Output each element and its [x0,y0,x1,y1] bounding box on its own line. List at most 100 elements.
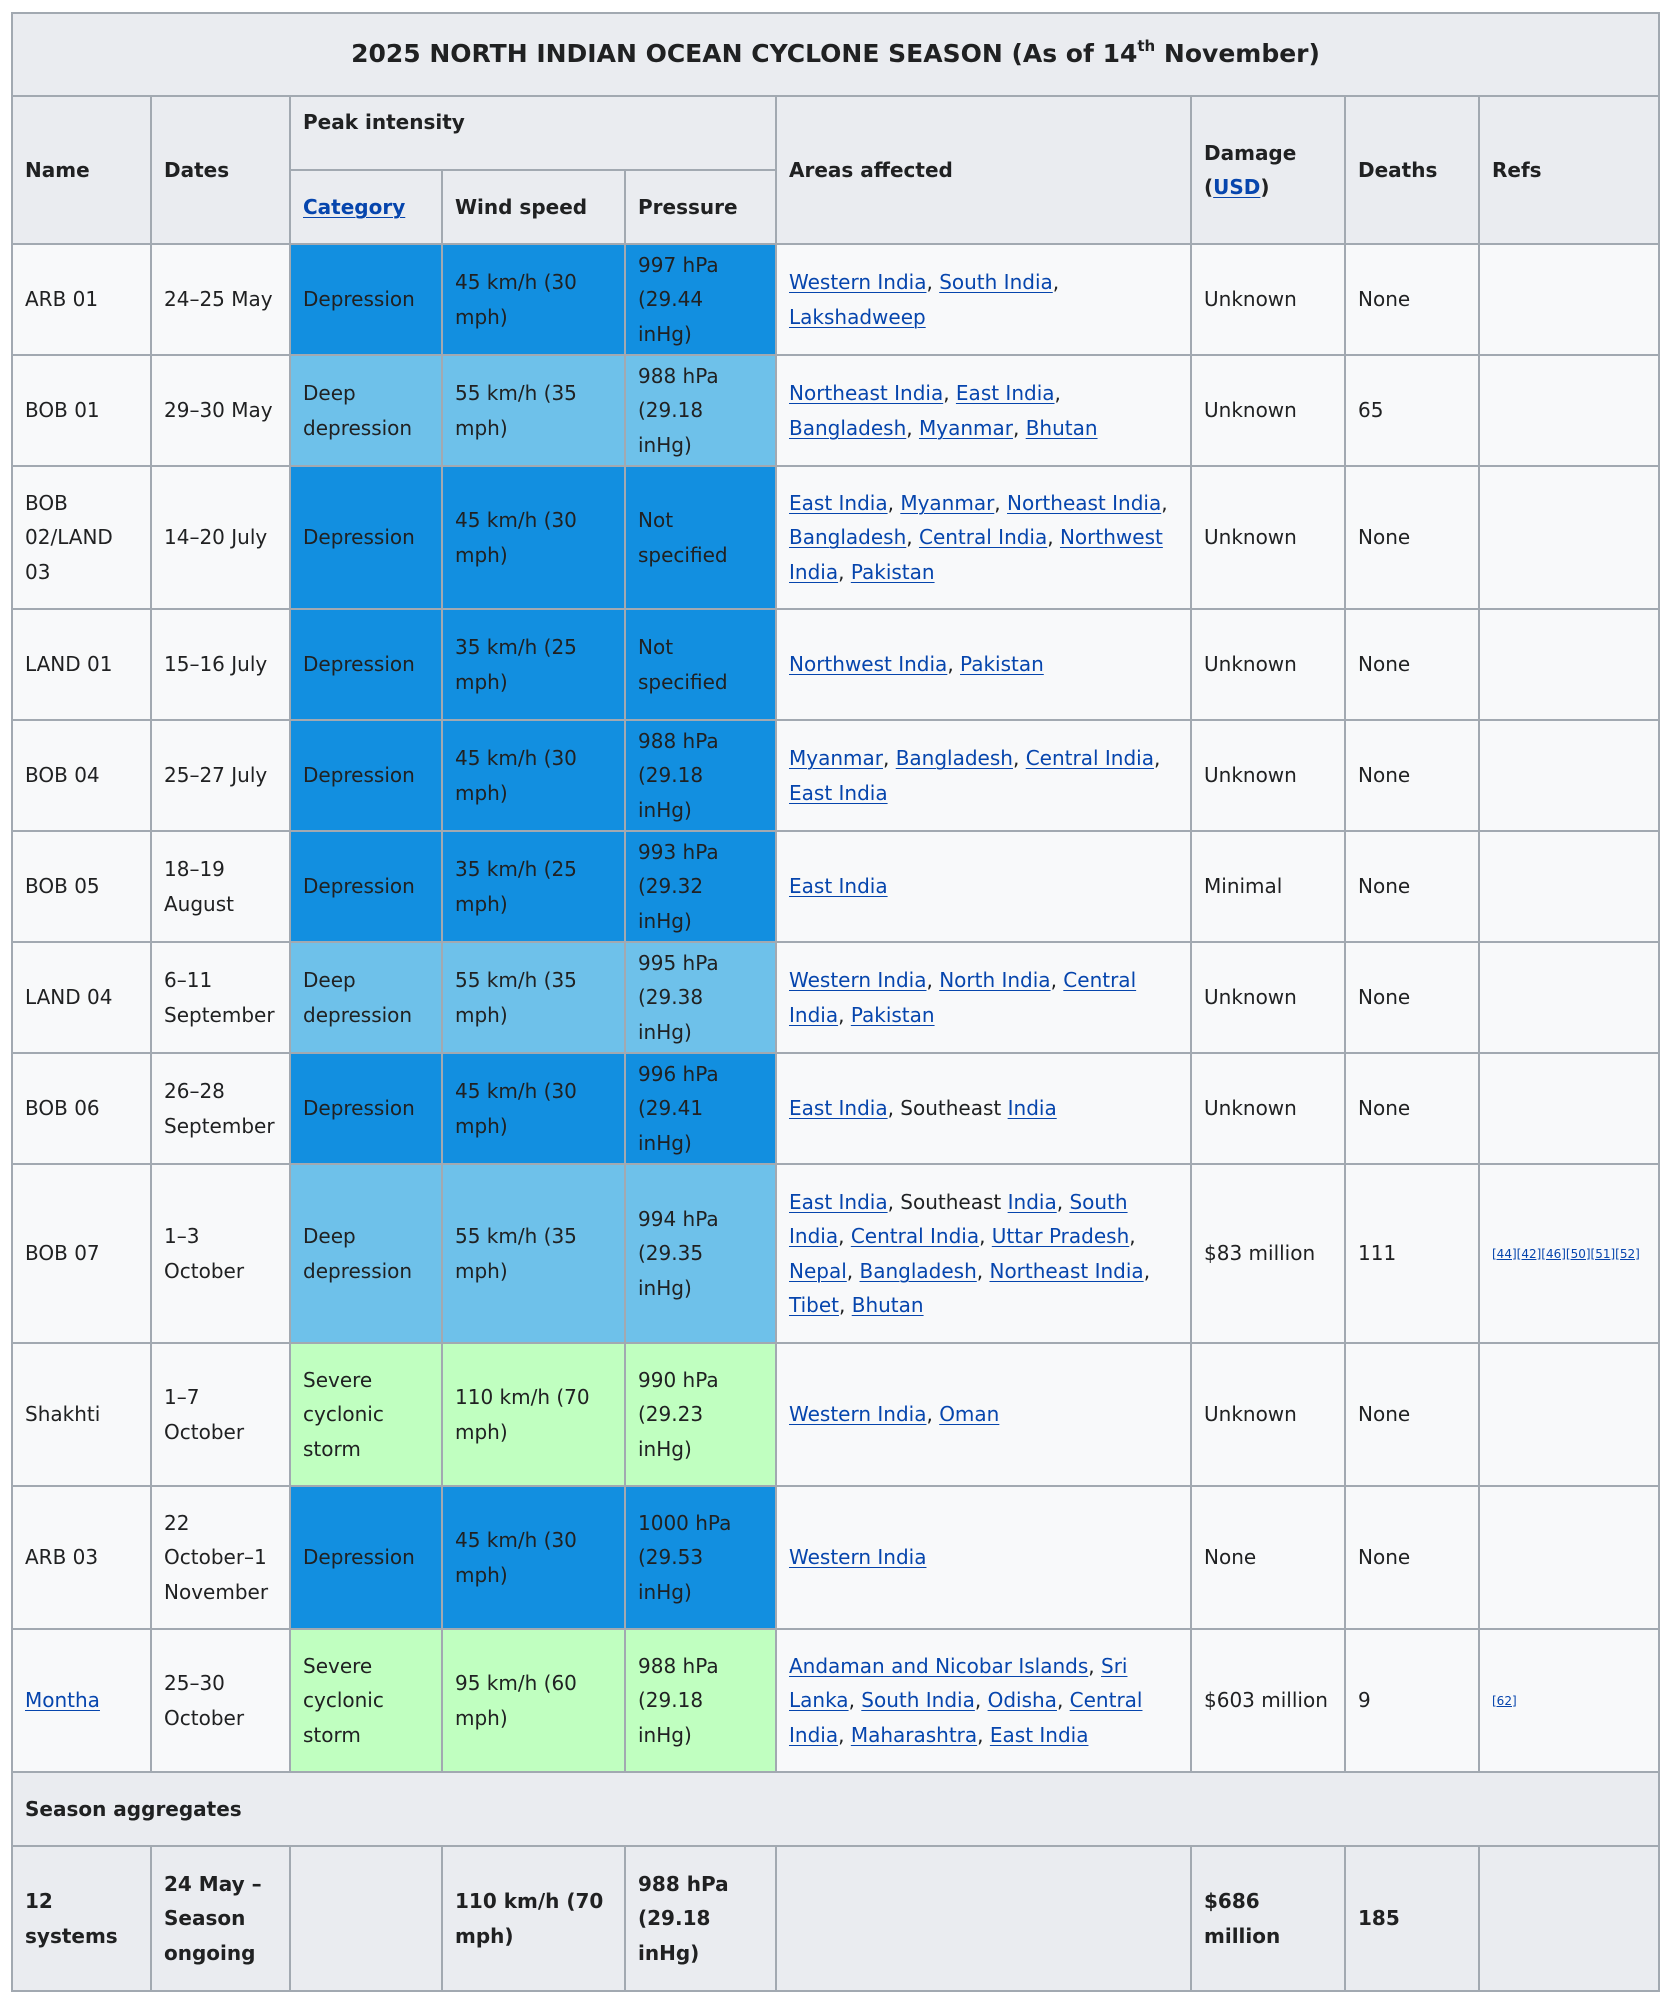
area-link[interactable]: Pakistan [850,1002,935,1027]
header-dates: Dates [150,95,291,245]
storm-refs [1478,1342,1660,1487]
storm-pressure: 1000 hPa (29.53 inHg) [624,1485,777,1630]
area-link[interactable]: Bangladesh [789,525,907,550]
area-link[interactable]: Northeast India [1007,490,1162,515]
area-link[interactable]: Uttar Pradesh [991,1224,1130,1248]
area-separator: , [1129,1224,1136,1248]
area-link[interactable]: Myanmar [789,746,883,770]
storm-name: LAND 01 [11,608,152,721]
storm-category: Depression [289,1052,443,1165]
storm-areas-affected: Western India, Oman [775,1342,1192,1487]
refs-link[interactable]: [62] [1492,1693,1517,1708]
area-link[interactable]: India [1007,1096,1057,1121]
storm-damage: Unknown [1190,719,1346,832]
storm-areas-affected: East India, Southeast India, South India… [775,1163,1192,1344]
area-link[interactable]: Pakistan [850,559,935,584]
table-body: ARB 01 24–25 May Depression 45 km/h (30 mph… [11,243,1660,1773]
area-link[interactable]: Bhutan [851,1293,924,1317]
area-link[interactable]: East India [789,874,888,899]
area-link[interactable]: Tibet [789,1293,839,1317]
storm-refs [1478,243,1660,356]
storm-name: Shakhti [11,1342,152,1487]
area-separator: , [974,1688,988,1713]
area-link[interactable]: Western India [789,1545,927,1570]
area-link[interactable]: East India [789,490,888,515]
storm-dates: 1–7 October [150,1342,291,1487]
storm-pressure: 996 hPa (29.41 inHg) [624,1052,777,1165]
area-link[interactable]: Bangladesh [895,746,1013,770]
area-separator: , [838,559,851,584]
storm-damage: $603 million [1190,1628,1346,1773]
area-link[interactable]: South India [939,270,1053,294]
area-separator: , [1050,968,1064,992]
area-link[interactable]: South India [789,1189,1128,1249]
table-row: ARB 03 22 October–1 November Depression 45 … [11,1485,1660,1630]
storm-name-link[interactable]: Montha [25,1688,100,1713]
area-link[interactable]: Western India [789,1402,927,1427]
area-link[interactable]: Central India [918,525,1048,550]
area-link[interactable]: Northwest India [789,525,1163,584]
area-link[interactable]: Nepal [789,1258,847,1283]
area-link[interactable]: Myanmar [918,415,1013,440]
storm-damage: Unknown [1190,1052,1346,1165]
storm-category: Depression [289,830,443,943]
area-link[interactable]: Bangladesh [789,415,907,440]
area-link[interactable]: Western India [789,270,927,294]
area-separator: , [1153,746,1161,770]
area-link[interactable]: Odisha [987,1688,1057,1713]
agg-wind: 110 km/h (70 mph) [441,1845,626,1992]
area-link[interactable]: Bangladesh [859,1258,977,1283]
header-pressure: Pressure [624,169,777,245]
usd-link[interactable]: USD [1213,175,1261,199]
area-link[interactable]: North India [939,968,1051,992]
area-separator: , [1088,1653,1101,1678]
category-link[interactable]: Category [303,194,406,219]
refs-link[interactable]: [44][42][46][50][51][52] [1492,1246,1640,1261]
area-separator: , [947,652,961,677]
storm-category: Deep depression [289,354,443,467]
area-link[interactable]: Andaman and Nicobar Islands [789,1653,1089,1678]
area-link[interactable]: East India [989,1722,1089,1747]
area-link[interactable]: Northeast India [989,1258,1144,1283]
storm-pressure: 988 hPa (29.18 inHg) [624,719,777,832]
area-separator: , [1052,270,1060,294]
area-link[interactable]: Central India [789,1688,1143,1747]
area-link[interactable]: Sri Lanka [789,1653,1128,1713]
area-link[interactable]: Northeast India [789,381,944,405]
area-link[interactable]: South India [861,1688,975,1713]
area-link[interactable]: Myanmar [900,490,995,515]
area-link[interactable]: Western India [789,968,927,992]
area-link[interactable]: East India [955,381,1055,405]
area-separator: , [846,1258,860,1283]
storm-wind-speed: 35 km/h (25 mph) [441,830,626,943]
area-link[interactable]: Pakistan [960,652,1044,677]
area-link[interactable]: India [1007,1189,1057,1214]
area-link[interactable]: Northwest India [789,652,948,677]
storm-name: ARB 01 [11,243,152,356]
area-link[interactable]: East India [789,780,888,805]
storm-damage: Unknown [1190,608,1346,721]
storm-refs [1478,465,1660,610]
aggregates-row: 12 systems 24 May – Season ongoing 110 k… [11,1845,1660,1992]
table-title: 2025 NORTH INDIAN OCEAN CYCLONE SEASON (… [11,12,1660,97]
header-wind-speed: Wind speed [441,169,626,245]
area-link[interactable]: Bhutan [1025,415,1098,440]
storm-deaths: 9 [1344,1628,1480,1773]
area-link[interactable]: East India [789,1096,888,1121]
area-link[interactable]: Maharashtra [850,1722,978,1747]
area-link[interactable]: Oman [939,1402,1000,1427]
area-link[interactable]: Central India [1025,746,1154,770]
area-link[interactable]: East India [789,1189,888,1214]
storm-deaths: None [1344,941,1480,1054]
storm-deaths: None [1344,830,1480,943]
area-link[interactable]: Central India [850,1224,980,1248]
storm-refs [1478,941,1660,1054]
agg-category [289,1845,443,1992]
storm-areas-affected: Western India, North India, Central Indi… [775,941,1192,1054]
area-link[interactable]: Central India [789,968,1137,1027]
area-separator: , Southeast [887,1096,1008,1121]
area-link[interactable]: Lakshadweep [789,304,926,329]
storm-dates: 22 October–1 November [150,1485,291,1630]
area-separator: , [1054,381,1061,405]
storm-pressure: 994 hPa (29.35 inHg) [624,1163,777,1344]
